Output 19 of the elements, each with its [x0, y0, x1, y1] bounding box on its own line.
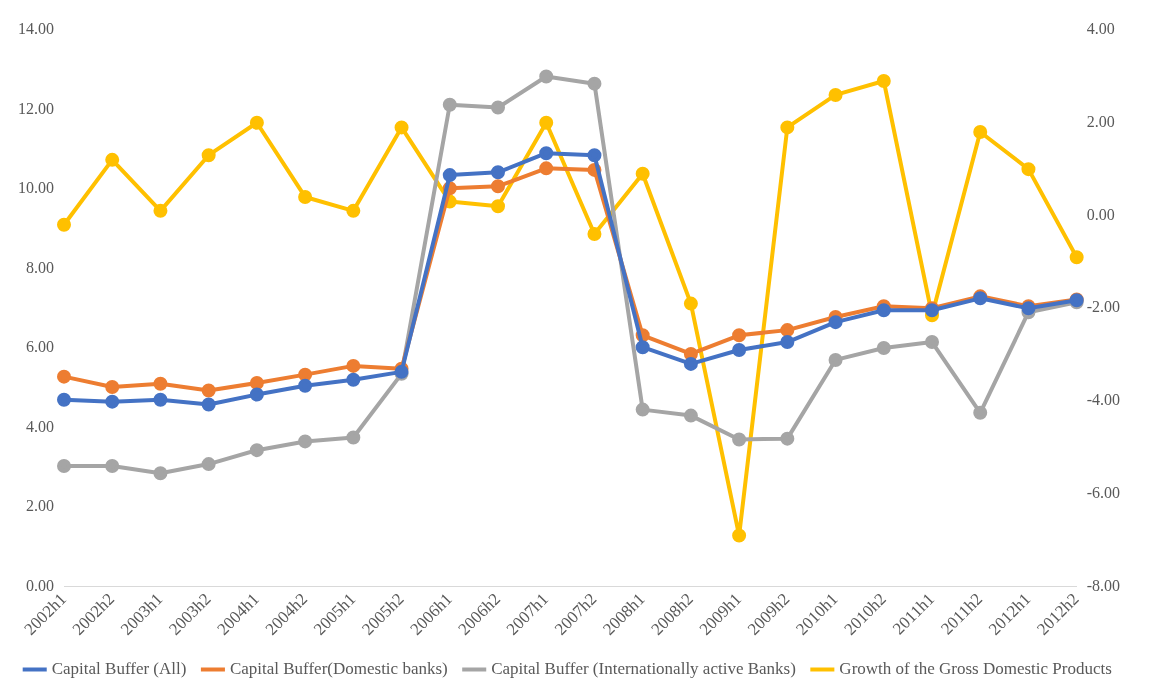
y2-tick-label: 0.00: [1086, 205, 1115, 223]
y-tick-label: 8.00: [26, 258, 54, 276]
y-tick-label: 4.00: [26, 417, 54, 435]
y2-tick-label: 4.00: [1086, 20, 1115, 38]
y-tick-label: 14.00: [18, 20, 54, 38]
y2-tick-label: 2.00: [1086, 112, 1115, 130]
y-tick-label: 2.00: [26, 497, 54, 515]
legend-label: Capital Buffer (Internationally active Banks): [491, 658, 796, 678]
legend-label: Capital Buffer(Domestic banks): [229, 658, 448, 678]
y2-tick-label: -6.00: [1086, 483, 1120, 501]
y-tick-label: 12.00: [18, 99, 54, 117]
legend-label: Capital Buffer (All): [51, 658, 187, 678]
y2-tick-label: -8.00: [1086, 576, 1120, 594]
y2-tick-label: -2.00: [1086, 298, 1120, 316]
y2-tick-label: -4.00: [1086, 391, 1120, 409]
y-tick-label: 0.00: [26, 576, 54, 594]
legend-label: Growth of the Gross Domestic Products: [839, 658, 1112, 678]
y-tick-label: 6.00: [26, 338, 54, 356]
y-tick-label: 10.00: [18, 179, 54, 197]
